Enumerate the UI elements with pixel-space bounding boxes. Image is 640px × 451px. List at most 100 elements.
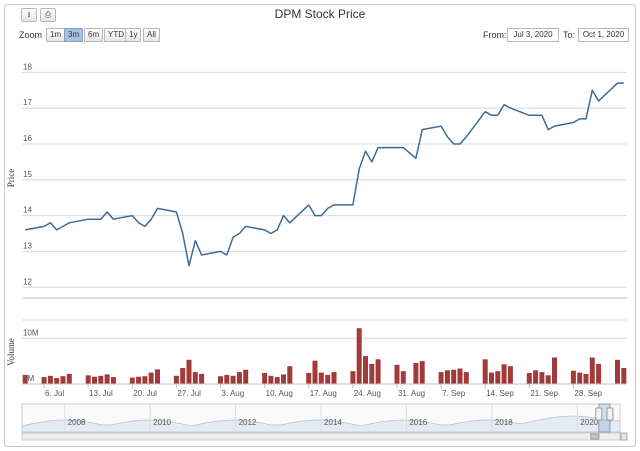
volume-bar	[66, 373, 72, 384]
volume-bar	[438, 372, 444, 384]
volume-bars	[22, 328, 627, 384]
x-tick-label: 13. Jul	[89, 389, 113, 398]
volume-bar	[400, 371, 406, 384]
navigator-scrollbar-track[interactable]	[21, 432, 621, 441]
from-date-input[interactable]: Jul 3, 2020	[507, 28, 559, 42]
print-icon[interactable]: ⎙	[40, 8, 56, 22]
to-date-input[interactable]: Oct 1, 2020	[578, 28, 629, 42]
zoom-button-6m[interactable]: 6m	[84, 28, 104, 42]
price-tick-label: 17	[23, 98, 32, 107]
x-tick-label: 28. Sep	[574, 389, 602, 398]
zoom-label: Zoom	[19, 30, 43, 40]
zoom-button-3m[interactable]: 3m	[64, 28, 84, 42]
volume-bar	[545, 375, 551, 384]
price-tick-label: 12	[23, 277, 32, 286]
to-label: To:	[563, 30, 576, 40]
x-tick-label: 3. Aug	[222, 389, 245, 398]
volume-bar	[444, 370, 450, 384]
volume-bar	[60, 376, 66, 384]
x-tick-label: 10. Aug	[266, 389, 293, 398]
volume-bar	[419, 361, 425, 384]
x-tick-label: 14. Sep	[486, 389, 514, 398]
chart-title: DPM Stock Price	[274, 7, 366, 21]
volume-bar	[173, 375, 179, 384]
volume-bar	[306, 373, 312, 384]
volume-bar	[552, 357, 557, 384]
volume-bar	[482, 359, 488, 384]
volume-bar	[615, 359, 620, 384]
volume-bar	[539, 372, 545, 384]
x-axis: 6. Jul 13. Jul 20. Jul 27. Jul 3. Aug 10. Aug…	[22, 383, 627, 398]
volume-bar	[394, 364, 400, 384]
volume-bar	[583, 373, 589, 384]
price-tick-label: 13	[23, 241, 32, 250]
volume-bar	[92, 376, 97, 384]
volume-bar	[54, 378, 60, 384]
volume-bar	[331, 372, 337, 384]
navigator-year-label: 2010	[153, 418, 171, 427]
price-tick-label: 16	[23, 134, 32, 143]
x-tick-label: 17. Aug	[310, 389, 337, 398]
volume-bar	[155, 369, 160, 384]
volume-bar	[533, 370, 539, 384]
price-y-axis: 12 13 14 15 16 17 18	[23, 62, 32, 286]
volume-bar	[47, 375, 53, 384]
volume-bar	[98, 375, 104, 384]
x-tick-label: 20. Jul	[133, 389, 157, 398]
volume-bar	[589, 357, 595, 384]
volume-bar	[142, 376, 148, 384]
volume-bar	[369, 363, 375, 384]
zoom-button-all[interactable]: All	[143, 28, 160, 42]
volume-bar	[129, 377, 135, 384]
volume-bar	[363, 356, 368, 384]
volume-bar	[463, 372, 469, 384]
volume-bar	[192, 372, 198, 384]
navigator-year-label: 2018	[495, 418, 513, 427]
volume-bar	[526, 373, 532, 384]
volume-bar	[41, 377, 47, 384]
navigator-scroll-right-button[interactable]	[620, 432, 628, 441]
x-tick-label: 31. Aug	[398, 389, 425, 398]
price-series	[25, 82, 624, 267]
x-tick-label: 6. Jul	[45, 389, 64, 398]
volume-bar	[281, 374, 286, 384]
volume-bar	[489, 372, 494, 384]
volume-bar	[621, 368, 627, 384]
x-tick-label: 21. Sep	[530, 389, 558, 398]
zoom-button-1y[interactable]: 1y	[125, 28, 142, 42]
volume-bar	[136, 376, 142, 384]
volume-bar	[507, 366, 513, 384]
volume-bar	[451, 369, 457, 384]
volume-bar	[350, 371, 356, 384]
from-label: From:	[483, 30, 507, 40]
volume-bar	[110, 377, 116, 384]
volume-bar	[268, 375, 274, 384]
volume-bar	[180, 368, 186, 384]
volume-bar	[356, 328, 362, 384]
navigator-right-handle[interactable]	[606, 407, 614, 421]
x-tick-label: 27. Jul	[177, 389, 201, 398]
price-line	[25, 82, 624, 267]
price-grid	[22, 71, 627, 299]
volume-y-axis: 10M 0M	[23, 328, 39, 383]
volume-bar	[318, 372, 324, 384]
volume-bar	[199, 373, 205, 384]
volume-bar	[570, 370, 576, 384]
download-icon[interactable]: ⭳	[21, 8, 37, 22]
volume-bar	[85, 375, 91, 384]
volume-bar	[218, 376, 223, 384]
volume-bar	[501, 364, 507, 384]
volume-bar	[22, 374, 28, 384]
price-tick-label: 18	[23, 62, 32, 71]
navigator-year-label: 2016	[409, 418, 427, 427]
volume-bar	[375, 359, 381, 384]
x-tick-label: 24. Aug	[354, 389, 381, 398]
volume-bar	[230, 375, 236, 384]
navigator-scrollbar-thumb[interactable]	[590, 433, 600, 440]
navigator-left-handle[interactable]	[595, 407, 603, 421]
navigator[interactable]: 2008 2010 2012 2014 2016 2018 2020	[21, 403, 628, 441]
price-axis-title: Price	[6, 169, 16, 188]
zoom-button-1m[interactable]: 1m	[46, 28, 66, 42]
volume-bar	[596, 363, 602, 384]
